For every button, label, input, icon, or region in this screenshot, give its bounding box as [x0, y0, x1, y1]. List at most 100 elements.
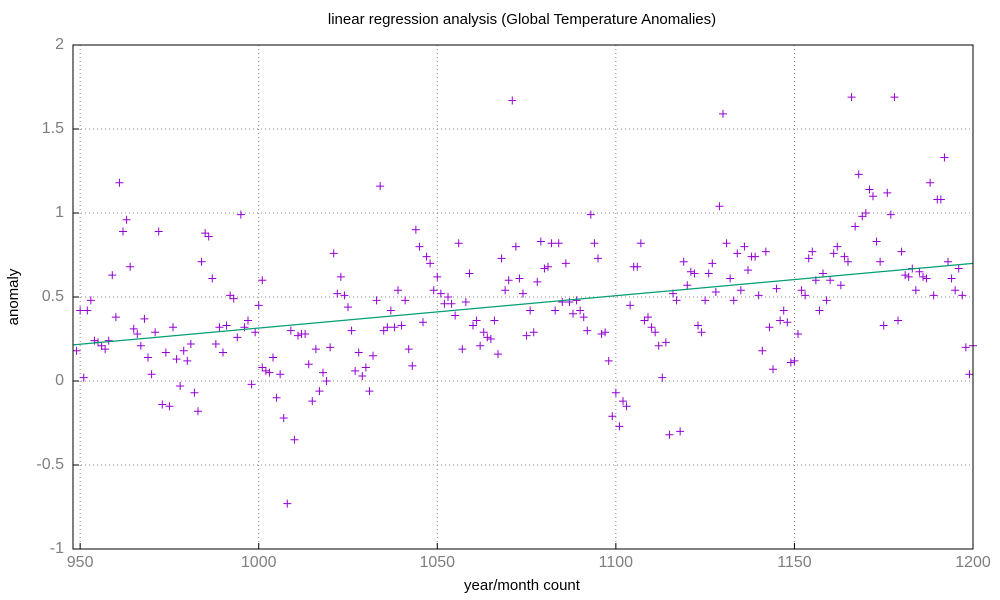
data-point	[569, 309, 577, 318]
data-point	[958, 291, 967, 300]
data-point	[561, 259, 570, 268]
data-point	[654, 341, 663, 350]
data-point	[954, 264, 963, 273]
data-point	[658, 373, 667, 382]
data-point	[219, 348, 227, 357]
data-point	[947, 274, 956, 283]
data-point	[622, 402, 631, 411]
data-point	[901, 271, 910, 280]
data-point	[458, 345, 467, 354]
data-point	[83, 306, 92, 315]
data-point	[197, 257, 206, 266]
data-point	[915, 267, 924, 276]
data-point	[736, 286, 745, 295]
data-point	[340, 291, 349, 300]
data-point	[754, 291, 763, 300]
data-point	[540, 264, 549, 273]
data-point	[944, 257, 952, 266]
data-point	[194, 407, 202, 416]
data-point	[758, 346, 767, 355]
data-point	[290, 435, 299, 444]
data-point	[372, 296, 381, 305]
data-point	[776, 316, 785, 325]
data-point	[144, 353, 152, 362]
data-point	[847, 93, 856, 102]
data-point	[854, 170, 863, 179]
data-point	[201, 229, 210, 238]
data-point	[79, 373, 88, 382]
data-point	[72, 346, 81, 355]
x-tick-label: 1150	[777, 554, 812, 571]
data-point	[347, 326, 356, 335]
data-point	[265, 368, 274, 377]
data-point	[701, 296, 710, 305]
data-point	[208, 274, 217, 283]
data-point	[326, 343, 335, 352]
data-point	[161, 348, 170, 357]
data-point	[394, 286, 402, 295]
data-point	[404, 345, 413, 354]
data-point	[651, 328, 660, 337]
data-point	[679, 257, 688, 266]
data-point	[115, 178, 124, 187]
x-tick-label: 1200	[955, 554, 991, 571]
data-point	[444, 293, 452, 301]
data-point	[311, 345, 320, 354]
data-point	[840, 252, 849, 261]
data-point	[294, 331, 302, 340]
data-point	[111, 313, 120, 322]
data-point	[815, 306, 824, 315]
data-point	[179, 346, 188, 355]
data-point	[608, 412, 617, 421]
x-tick-label: 1000	[241, 554, 277, 571]
data-point	[794, 329, 802, 338]
data-point	[397, 321, 406, 330]
data-point	[508, 96, 517, 105]
data-point	[929, 291, 938, 300]
data-point	[636, 239, 645, 248]
data-point	[322, 377, 331, 385]
data-point	[165, 402, 174, 411]
data-point	[644, 313, 652, 322]
data-point	[558, 298, 567, 307]
data-point	[258, 363, 267, 372]
data-point	[269, 353, 277, 362]
data-point	[497, 254, 506, 263]
data-point	[519, 289, 527, 298]
data-point	[222, 321, 231, 330]
data-point	[258, 276, 267, 285]
data-point	[433, 272, 442, 281]
data-point	[411, 225, 420, 234]
data-point	[697, 328, 706, 337]
data-point	[672, 296, 681, 305]
y-tick-label: 2	[55, 36, 64, 53]
y-tick-label: 0.5	[42, 288, 64, 305]
data-point	[419, 318, 427, 327]
data-point	[869, 192, 877, 201]
data-point	[86, 296, 95, 305]
data-point	[283, 499, 292, 508]
data-point	[576, 306, 585, 315]
data-point	[129, 324, 138, 333]
y-axis-label: anomaly	[5, 268, 22, 325]
data-point	[779, 306, 788, 315]
data-point	[851, 222, 860, 231]
y-tick-label: 1	[55, 204, 64, 221]
data-point	[886, 210, 895, 219]
data-point	[133, 329, 142, 338]
data-point	[304, 360, 313, 369]
data-point	[369, 351, 377, 360]
data-point	[765, 323, 774, 332]
data-point	[861, 209, 870, 217]
data-point	[726, 274, 735, 283]
data-point	[919, 272, 927, 281]
data-point	[211, 340, 220, 349]
data-point	[729, 296, 738, 305]
data-point	[597, 329, 606, 338]
data-point	[251, 328, 260, 337]
data-point	[926, 178, 935, 187]
data-point	[676, 427, 685, 436]
data-point	[329, 249, 338, 258]
data-point	[640, 316, 649, 325]
